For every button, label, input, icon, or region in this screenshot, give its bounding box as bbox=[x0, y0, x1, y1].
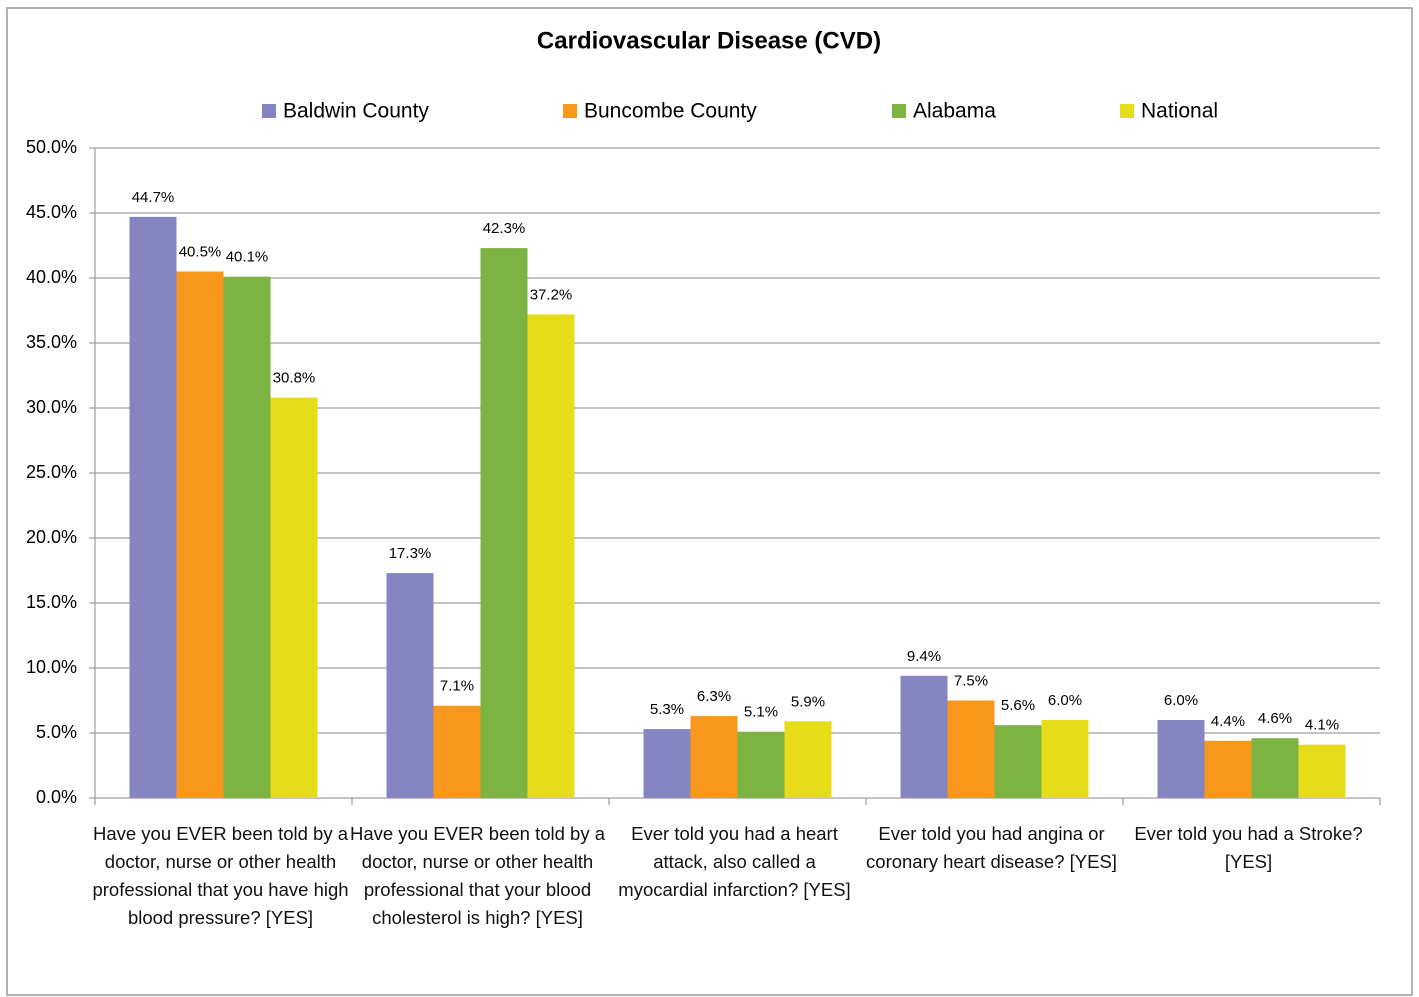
bar bbox=[994, 725, 1042, 798]
bar bbox=[527, 314, 575, 798]
bar bbox=[900, 675, 948, 798]
bar bbox=[1157, 720, 1205, 798]
value-label: 5.9% bbox=[791, 693, 825, 710]
y-tick-label: 15.0% bbox=[26, 592, 77, 612]
value-label: 4.1% bbox=[1305, 717, 1339, 734]
y-tick-label: 10.0% bbox=[26, 657, 77, 677]
value-label: 6.0% bbox=[1048, 692, 1082, 709]
value-label: 40.5% bbox=[179, 243, 222, 260]
bar bbox=[386, 573, 434, 798]
x-tick-label: Have you EVER been told by a doctor, nur… bbox=[92, 823, 349, 928]
bar bbox=[690, 716, 738, 798]
x-tick-label: Ever told you had a Stroke? [YES] bbox=[1134, 823, 1363, 872]
legend-swatch bbox=[563, 104, 577, 118]
value-label: 5.3% bbox=[650, 701, 684, 718]
legend-label: Baldwin County bbox=[283, 100, 429, 123]
bar bbox=[1251, 738, 1299, 798]
bar bbox=[1298, 744, 1346, 798]
value-label: 7.1% bbox=[440, 678, 474, 695]
bar bbox=[433, 705, 481, 798]
chart-title: Cardiovascular Disease (CVD) bbox=[537, 27, 881, 54]
x-tick-label: Ever told you had a heart attack, also c… bbox=[618, 823, 851, 900]
value-label: 4.4% bbox=[1211, 713, 1245, 730]
bar bbox=[129, 216, 177, 798]
bar bbox=[1041, 720, 1089, 798]
bar bbox=[947, 700, 995, 798]
value-label: 40.1% bbox=[226, 249, 269, 266]
value-label: 9.4% bbox=[907, 648, 941, 665]
value-label: 42.3% bbox=[483, 220, 526, 237]
y-tick-label: 25.0% bbox=[26, 462, 77, 482]
value-label: 5.1% bbox=[744, 704, 778, 721]
bar bbox=[270, 397, 318, 798]
y-tick-label: 35.0% bbox=[26, 332, 77, 352]
bar bbox=[223, 276, 271, 798]
legend-swatch bbox=[262, 104, 276, 118]
bar bbox=[480, 248, 528, 799]
bar bbox=[784, 721, 832, 798]
value-label: 4.6% bbox=[1258, 710, 1292, 727]
value-label: 5.6% bbox=[1001, 697, 1035, 714]
x-tick-label: Ever told you had angina or coronary hea… bbox=[866, 823, 1117, 872]
y-tick-label: 30.0% bbox=[26, 397, 77, 417]
legend-label: Alabama bbox=[913, 100, 996, 123]
legend-label: National bbox=[1141, 100, 1218, 123]
y-tick-label: 0.0% bbox=[36, 787, 77, 807]
bar bbox=[643, 729, 691, 798]
y-tick-label: 5.0% bbox=[36, 722, 77, 742]
value-label: 17.3% bbox=[389, 545, 432, 562]
y-tick-label: 45.0% bbox=[26, 202, 77, 222]
bar bbox=[1204, 740, 1252, 798]
legend-swatch bbox=[892, 104, 906, 118]
y-tick-label: 40.0% bbox=[26, 267, 77, 287]
y-tick-label: 20.0% bbox=[26, 527, 77, 547]
bar bbox=[737, 731, 785, 798]
value-label: 30.8% bbox=[273, 370, 316, 387]
value-label: 44.7% bbox=[132, 189, 175, 206]
value-label: 6.0% bbox=[1164, 692, 1198, 709]
legend-swatch bbox=[1120, 104, 1134, 118]
y-tick-label: 50.0% bbox=[26, 137, 77, 157]
x-tick-label: Have you EVER been told by a doctor, nur… bbox=[349, 823, 606, 928]
value-label: 6.3% bbox=[697, 688, 731, 705]
value-label: 7.5% bbox=[954, 672, 988, 689]
value-label: 37.2% bbox=[530, 286, 573, 303]
bar bbox=[176, 271, 224, 798]
legend-label: Buncombe County bbox=[584, 100, 757, 123]
